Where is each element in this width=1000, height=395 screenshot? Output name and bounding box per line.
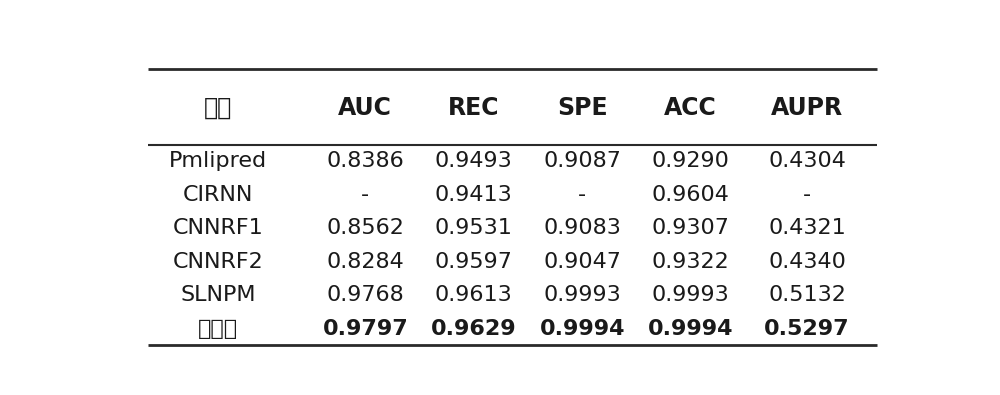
Text: 0.9604: 0.9604 xyxy=(652,185,730,205)
Text: 0.9047: 0.9047 xyxy=(543,252,621,272)
Text: 0.9087: 0.9087 xyxy=(543,151,621,171)
Text: 0.9994: 0.9994 xyxy=(540,319,625,339)
Text: SPE: SPE xyxy=(557,96,608,120)
Text: 0.9531: 0.9531 xyxy=(435,218,513,238)
Text: 0.9083: 0.9083 xyxy=(543,218,621,238)
Text: 0.8386: 0.8386 xyxy=(326,151,404,171)
Text: CNNRF2: CNNRF2 xyxy=(173,252,263,272)
Text: 0.4340: 0.4340 xyxy=(768,252,846,272)
Text: -: - xyxy=(361,185,369,205)
Text: 0.9493: 0.9493 xyxy=(435,151,513,171)
Text: 0.8284: 0.8284 xyxy=(326,252,404,272)
Text: SLNPM: SLNPM xyxy=(180,285,256,305)
Text: 0.5297: 0.5297 xyxy=(764,319,850,339)
Text: 0.9613: 0.9613 xyxy=(435,285,513,305)
Text: ACC: ACC xyxy=(664,96,717,120)
Text: CIRNN: CIRNN xyxy=(183,185,253,205)
Text: 0.9993: 0.9993 xyxy=(652,285,730,305)
Text: 方法: 方法 xyxy=(204,96,232,120)
Text: 0.9629: 0.9629 xyxy=(431,319,517,339)
Text: 0.9993: 0.9993 xyxy=(543,285,621,305)
Text: CNNRF1: CNNRF1 xyxy=(173,218,263,238)
Text: REC: REC xyxy=(448,96,500,120)
Text: 0.9797: 0.9797 xyxy=(322,319,408,339)
Text: AUPR: AUPR xyxy=(771,96,843,120)
Text: 0.9597: 0.9597 xyxy=(435,252,513,272)
Text: 0.9307: 0.9307 xyxy=(652,218,730,238)
Text: -: - xyxy=(803,185,811,205)
Text: Pmlipred: Pmlipred xyxy=(169,151,267,171)
Text: -: - xyxy=(578,185,586,205)
Text: 0.9768: 0.9768 xyxy=(326,285,404,305)
Text: 0.4321: 0.4321 xyxy=(768,218,846,238)
Text: 0.9290: 0.9290 xyxy=(652,151,730,171)
Text: 本发明: 本发明 xyxy=(198,319,238,339)
Text: 0.9322: 0.9322 xyxy=(652,252,730,272)
Text: 0.5132: 0.5132 xyxy=(768,285,846,305)
Text: AUC: AUC xyxy=(338,96,392,120)
Text: 0.9994: 0.9994 xyxy=(648,319,734,339)
Text: 0.8562: 0.8562 xyxy=(326,218,404,238)
Text: 0.4304: 0.4304 xyxy=(768,151,846,171)
Text: 0.9413: 0.9413 xyxy=(435,185,513,205)
